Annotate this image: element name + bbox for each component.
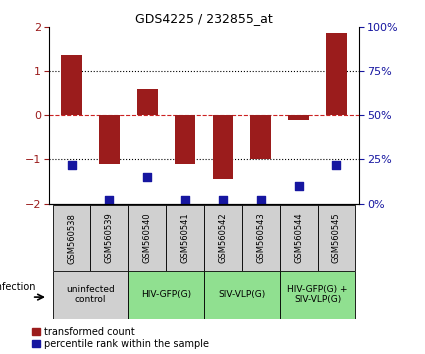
Bar bbox=[204, 205, 242, 271]
Text: infection: infection bbox=[0, 282, 36, 292]
Point bbox=[258, 197, 264, 203]
Bar bbox=[242, 205, 280, 271]
Text: GSM560538: GSM560538 bbox=[67, 213, 76, 263]
Text: HIV-GFP(G) +
SIV-VLP(G): HIV-GFP(G) + SIV-VLP(G) bbox=[287, 285, 348, 304]
Text: GSM560542: GSM560542 bbox=[218, 213, 227, 263]
Point bbox=[333, 162, 340, 167]
Bar bbox=[175, 115, 196, 164]
Point bbox=[106, 197, 113, 203]
Bar bbox=[204, 271, 280, 319]
Bar bbox=[212, 115, 233, 179]
Bar bbox=[280, 271, 355, 319]
Text: SIV-VLP(G): SIV-VLP(G) bbox=[218, 290, 266, 299]
Text: GSM560541: GSM560541 bbox=[181, 213, 190, 263]
Bar bbox=[53, 271, 128, 319]
Point bbox=[68, 162, 75, 167]
Text: GSM560539: GSM560539 bbox=[105, 213, 114, 263]
Bar bbox=[280, 205, 317, 271]
Legend: transformed count, percentile rank within the sample: transformed count, percentile rank withi… bbox=[32, 327, 209, 349]
Text: GSM560545: GSM560545 bbox=[332, 213, 341, 263]
Bar bbox=[166, 205, 204, 271]
Text: GSM560543: GSM560543 bbox=[256, 213, 265, 263]
Point bbox=[181, 197, 188, 203]
Bar bbox=[317, 205, 355, 271]
Text: GSM560544: GSM560544 bbox=[294, 213, 303, 263]
Bar bbox=[137, 88, 158, 115]
Point bbox=[144, 174, 150, 180]
Bar bbox=[53, 205, 91, 271]
Bar bbox=[326, 33, 347, 115]
Title: GDS4225 / 232855_at: GDS4225 / 232855_at bbox=[135, 12, 273, 25]
Point bbox=[295, 183, 302, 189]
Bar bbox=[128, 271, 204, 319]
Text: uninfected
control: uninfected control bbox=[66, 285, 115, 304]
Bar bbox=[99, 115, 120, 164]
Point bbox=[220, 197, 227, 203]
Bar bbox=[288, 115, 309, 120]
Bar bbox=[61, 55, 82, 115]
Text: HIV-GFP(G): HIV-GFP(G) bbox=[141, 290, 191, 299]
Bar bbox=[128, 205, 166, 271]
Bar bbox=[91, 205, 128, 271]
Bar bbox=[250, 115, 271, 159]
Text: GSM560540: GSM560540 bbox=[143, 213, 152, 263]
